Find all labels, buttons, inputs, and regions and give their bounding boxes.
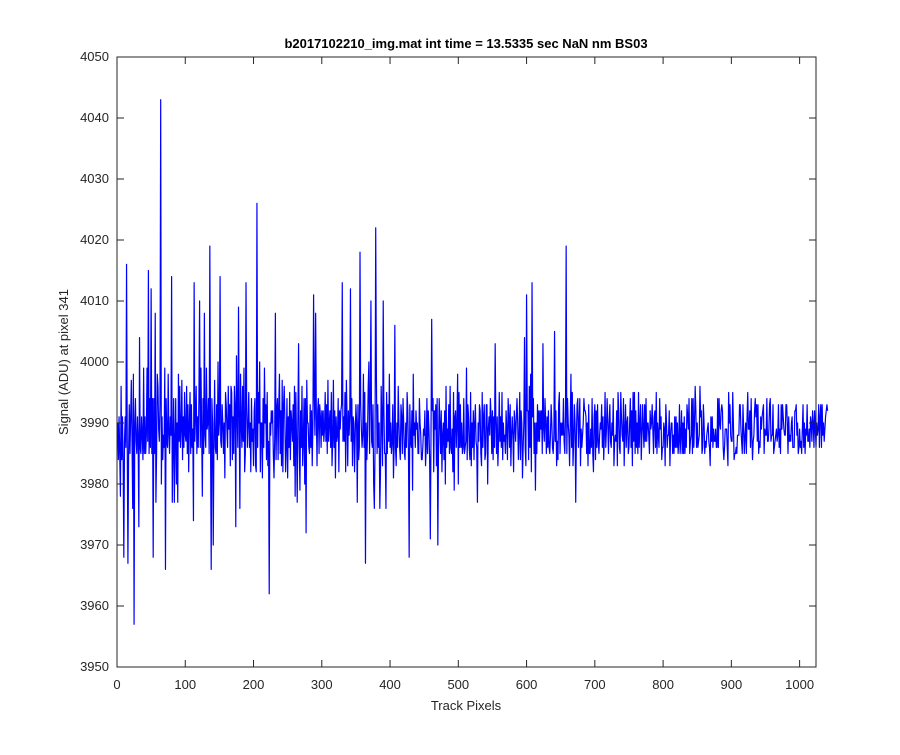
y-tick-label: 3960 — [80, 598, 109, 613]
axes-background — [117, 57, 816, 667]
x-tick-label: 800 — [652, 677, 674, 692]
y-tick-label: 4040 — [80, 110, 109, 125]
x-tick-label: 100 — [174, 677, 196, 692]
y-tick-label: 3950 — [80, 659, 109, 674]
x-tick-label: 300 — [311, 677, 333, 692]
chart-title: b2017102210_img.mat int time = 13.5335 s… — [284, 36, 647, 51]
y-tick-label: 4000 — [80, 354, 109, 369]
y-tick-label: 3990 — [80, 415, 109, 430]
y-tick-label: 3980 — [80, 476, 109, 491]
y-tick-label: 4030 — [80, 171, 109, 186]
x-axis: 0 100 200 300 400 500 600 700 800 900 1000 — [113, 57, 814, 692]
x-tick-label: 200 — [243, 677, 265, 692]
y-tick-label: 4020 — [80, 232, 109, 247]
y-tick-label: 4010 — [80, 293, 109, 308]
y-tick-label: 4050 — [80, 49, 109, 64]
y-axis: 3950 3960 3970 3980 3990 4000 4010 4020 4030 4040… — [80, 49, 816, 674]
x-tick-label: 600 — [516, 677, 538, 692]
series-layer — [117, 99, 829, 625]
x-tick-label: 1000 — [785, 677, 814, 692]
x-axis-label: Track Pixels — [431, 698, 502, 713]
x-tick-label: 500 — [447, 677, 469, 692]
x-tick-label: 700 — [584, 677, 606, 692]
x-tick-label: 400 — [379, 677, 401, 692]
y-tick-label: 3970 — [80, 537, 109, 552]
series-line-0 — [117, 99, 829, 625]
x-tick-label: 0 — [113, 677, 120, 692]
plot-area — [117, 57, 816, 667]
y-axis-label: Signal (ADU) at pixel 341 — [56, 289, 71, 435]
x-tick-label: 900 — [721, 677, 743, 692]
